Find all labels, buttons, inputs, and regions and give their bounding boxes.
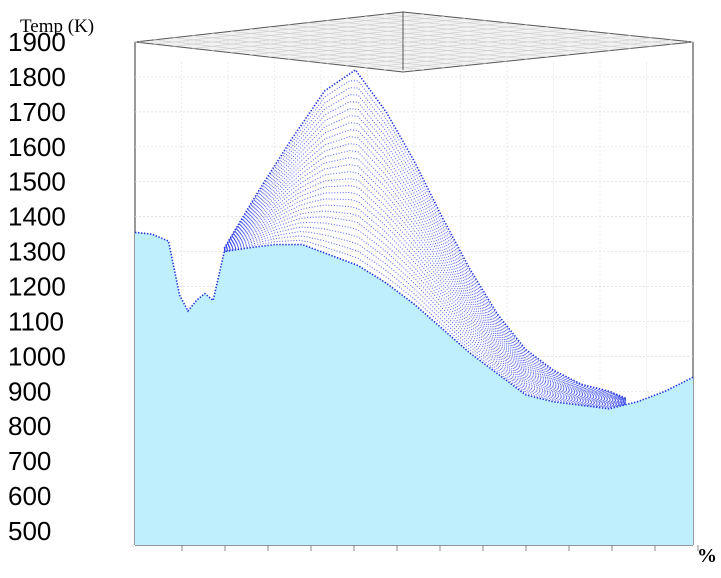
- contour-layer: [223, 185, 627, 403]
- contour-layer: [223, 87, 627, 400]
- box-top-grid-line: [307, 22, 590, 54]
- contour-layer: [223, 136, 627, 401]
- y-tick-label: 1400: [8, 202, 66, 232]
- box-top-grid-line: [288, 24, 569, 56]
- y-tick-label: 1500: [8, 167, 66, 197]
- box-top-grid-line: [364, 37, 652, 69]
- y-tick-label: 1600: [8, 132, 66, 162]
- surface-fill: [135, 232, 693, 545]
- y-tick-label: 500: [8, 516, 51, 546]
- contour-layer: [224, 216, 627, 406]
- y-tick-label: 600: [8, 481, 51, 511]
- box-top-grid-line: [345, 35, 631, 66]
- y-tick-label: 1300: [8, 237, 66, 267]
- x-axis-unit-label: %: [697, 545, 717, 567]
- series-back-curve: [223, 68, 627, 400]
- contour-layer: [224, 239, 627, 409]
- contour-layer: [224, 231, 627, 408]
- y-tick-label: 700: [8, 446, 51, 476]
- box-top-grid-line: [383, 13, 673, 45]
- box-top-grid-line: [326, 33, 611, 64]
- box-top-grid-line: [383, 39, 673, 71]
- contour-layer: [224, 226, 627, 407]
- contour-layer: [223, 115, 627, 401]
- contour-layer: [223, 178, 627, 403]
- y-tick-label: 1200: [8, 272, 66, 302]
- contour-layer: [224, 204, 627, 405]
- y-tick-label: 1100: [8, 306, 64, 336]
- y-tick-label: 1800: [8, 62, 66, 92]
- contour-layer: [223, 129, 627, 401]
- box-top-grid-line: [307, 30, 590, 62]
- y-tick-label: 900: [8, 376, 51, 406]
- contour-layer: [223, 101, 627, 400]
- contour-layer: [223, 94, 627, 400]
- box-top-grid-line: [326, 20, 611, 51]
- contour-layer: [224, 210, 627, 405]
- contour-layer: [224, 221, 627, 407]
- contour-layer: [223, 80, 627, 399]
- box-top-grid-line: [364, 15, 652, 47]
- box-top-grid-line: [345, 18, 631, 49]
- y-tick-label: 800: [8, 411, 51, 441]
- contour-layer: [223, 171, 627, 403]
- y-tick-label: 1700: [8, 97, 66, 127]
- box-top-grid-line: [288, 28, 569, 60]
- y-axis-title: Temp (K): [20, 16, 94, 37]
- y-tick-label: 1900: [8, 27, 66, 57]
- y-tick-label: 1000: [8, 341, 66, 371]
